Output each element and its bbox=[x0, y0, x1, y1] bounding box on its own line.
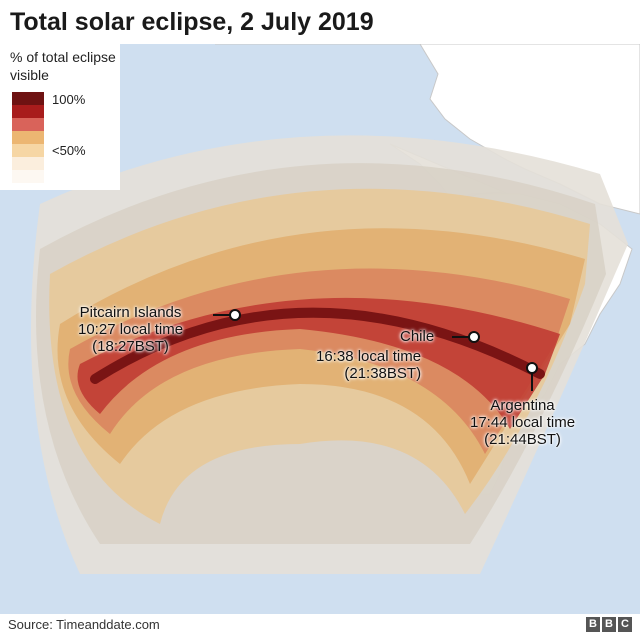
legend-swatch-1 bbox=[12, 92, 44, 105]
map-title: Total solar eclipse, 2 July 2019 bbox=[10, 8, 374, 36]
bbc-logo-letter-3: C bbox=[618, 617, 632, 632]
legend-swatch-5 bbox=[12, 144, 44, 157]
legend-swatch-6 bbox=[12, 157, 44, 170]
chile-time: 16:38 local time bbox=[316, 348, 422, 365]
chile-bst: (21:38BST) bbox=[344, 365, 422, 382]
legend: % of total eclipse visible 100% <50% bbox=[0, 44, 120, 190]
legend-max-label: 100% bbox=[52, 92, 86, 107]
pitcairn-bst: (18:27BST) bbox=[92, 338, 169, 355]
bbc-logo-letter-1: B bbox=[586, 617, 600, 632]
pitcairn-time: 10:27 local time bbox=[78, 321, 184, 338]
bbc-logo: B B C bbox=[586, 617, 632, 632]
argentina-time: 17:44 local time bbox=[470, 414, 576, 431]
totality-path bbox=[90, 307, 545, 384]
argentina-marker bbox=[526, 362, 538, 374]
pitcairn-label: Pitcairn Islands 10:27 local time (18:27… bbox=[78, 304, 183, 355]
legend-title: % of total eclipse visible bbox=[10, 49, 116, 83]
chile-name: Chile bbox=[400, 328, 435, 345]
legend-swatch-2 bbox=[12, 105, 44, 118]
legend-swatch-4 bbox=[12, 131, 44, 144]
legend-swatch-7 bbox=[12, 170, 44, 183]
argentina-label: Argentina 17:44 local time (21:44BST) bbox=[470, 397, 575, 448]
pitcairn-marker bbox=[229, 309, 241, 321]
legend-min-label: <50% bbox=[52, 143, 86, 158]
chile-time-label: 16:38 local time (21:38BST) bbox=[316, 348, 421, 382]
pitcairn-name: Pitcairn Islands bbox=[79, 304, 182, 321]
chile-label: Chile bbox=[400, 328, 434, 345]
argentina-bst: (21:44BST) bbox=[484, 431, 561, 448]
bbc-logo-letter-2: B bbox=[602, 617, 616, 632]
argentina-name: Argentina bbox=[490, 397, 555, 414]
footer: Source: Timeanddate.com B B C bbox=[0, 614, 640, 636]
legend-swatch-3 bbox=[12, 118, 44, 131]
eclipse-map bbox=[0, 44, 640, 614]
source-note: Source: Timeanddate.com bbox=[8, 617, 160, 632]
chile-marker bbox=[468, 331, 480, 343]
